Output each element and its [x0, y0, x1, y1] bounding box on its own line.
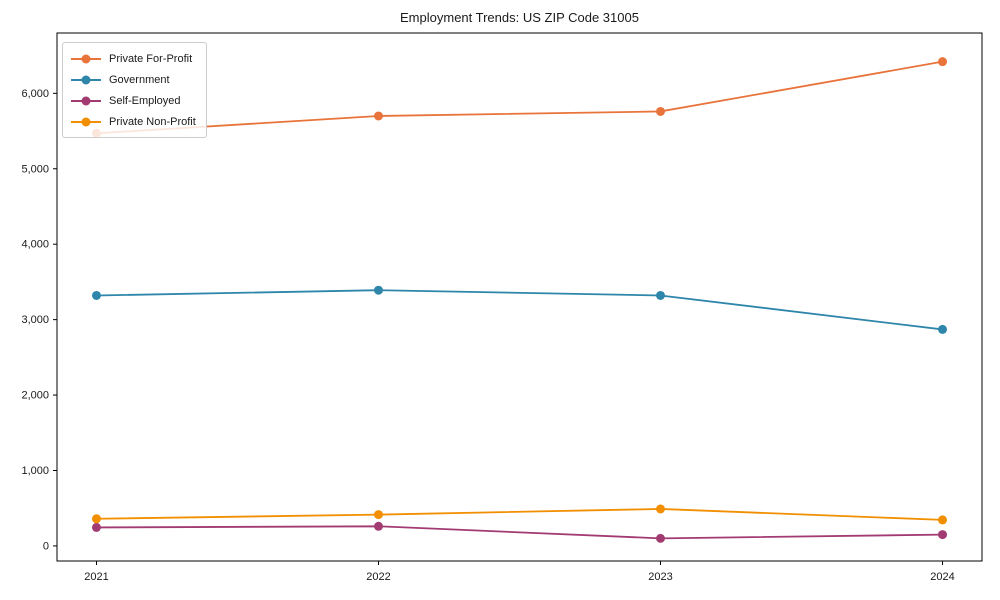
series-marker-government	[91, 290, 101, 300]
y-tick-label: 5,000	[21, 163, 49, 175]
series-line-self-employed	[95, 525, 944, 540]
legend-line-marker-icon	[71, 75, 101, 84]
series-marker-private-for-profit	[373, 111, 383, 121]
legend-label: Private For-Profit	[109, 52, 193, 65]
legend-item: Private For-Profit	[70, 48, 196, 69]
legend-line-marker-icon	[71, 54, 101, 63]
x-tick-label: 2024	[930, 571, 954, 583]
legend-item: Private Non-Profit	[70, 111, 196, 132]
series-marker-private-for-profit	[938, 57, 948, 67]
y-tick-label: 6,000	[21, 88, 49, 100]
series-marker-government	[938, 324, 948, 334]
series-marker-private-for-profit	[656, 106, 666, 116]
series-marker-private-non-profit	[373, 510, 383, 520]
y-tick-label: 1,000	[21, 465, 49, 477]
series-marker-self-employed	[373, 521, 383, 531]
x-tick-label: 2021	[84, 571, 108, 583]
series-line-private-non-profit	[95, 508, 944, 521]
legend-line-marker-icon	[71, 117, 101, 126]
y-tick-label: 2,000	[21, 390, 49, 402]
chart-title: Employment Trends: US ZIP Code 31005	[400, 10, 639, 25]
series-line-government	[95, 289, 944, 331]
axes-frame	[56, 32, 983, 562]
series-marker-self-employed	[938, 530, 948, 540]
y-tick-label: 4,000	[21, 239, 49, 251]
legend-label: Self-Employed	[109, 94, 181, 107]
legend-item: Self-Employed	[70, 90, 196, 111]
x-tick-label: 2022	[366, 571, 390, 583]
series-marker-private-non-profit	[938, 515, 948, 525]
series-marker-government	[656, 290, 666, 300]
series-marker-private-non-profit	[656, 504, 666, 514]
legend-label: Private Non-Profit	[109, 115, 196, 128]
legend-item: Government	[70, 69, 196, 90]
legend: Private For-Profit Government Self-Employe…	[62, 42, 207, 138]
series-marker-self-employed	[656, 533, 666, 543]
series-marker-private-non-profit	[91, 514, 101, 524]
series-marker-government	[373, 285, 383, 295]
series-marker-self-employed	[91, 522, 101, 532]
legend-line-marker-icon	[71, 96, 101, 105]
y-tick-label: 0	[43, 540, 49, 552]
x-tick-label: 2023	[648, 571, 672, 583]
legend-label: Government	[109, 73, 170, 86]
series-line-private-for-profit	[95, 60, 944, 135]
y-tick-label: 3,000	[21, 314, 49, 326]
